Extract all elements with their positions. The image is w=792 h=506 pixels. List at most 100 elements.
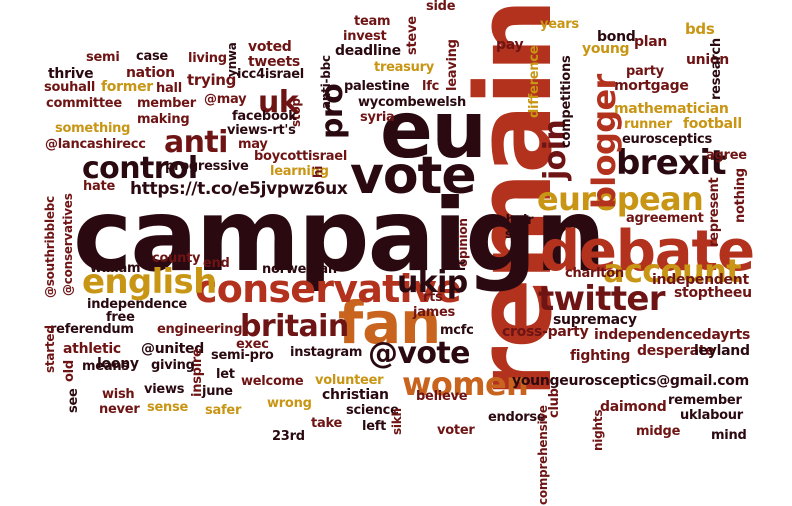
word-145: comprehensive — [536, 405, 550, 505]
word-46: treasury — [374, 60, 435, 75]
word-146: nights — [591, 410, 605, 452]
word-68: views-rt's — [227, 123, 296, 138]
word-99: rts — [423, 290, 443, 305]
word-139: remember — [668, 393, 742, 408]
word-35: leaving — [445, 39, 460, 91]
word-130: never — [99, 402, 140, 417]
word-51: souhall — [44, 80, 96, 95]
word-23: youngeurosceptics@gmail.com — [512, 373, 749, 389]
word-143: sikh — [390, 408, 404, 435]
word-76: boycottisrael — [254, 149, 348, 164]
word-59: @may — [204, 92, 247, 107]
word-111: @united — [141, 341, 204, 357]
word-84: nothing — [733, 168, 748, 223]
word-91: end — [203, 256, 230, 271]
word-134: science — [346, 403, 399, 418]
word-117: old — [62, 360, 77, 382]
word-52: hall — [156, 81, 182, 96]
word-102: supremacy — [553, 312, 637, 328]
word-17: blogger — [585, 74, 623, 209]
word-54: palestine — [344, 79, 410, 94]
word-48: party — [626, 64, 664, 79]
word-135: believe — [416, 389, 468, 404]
word-61: member — [137, 96, 196, 111]
word-77: agree — [706, 148, 747, 163]
word-75: may — [238, 137, 268, 152]
word-105: exec — [236, 337, 269, 352]
word-4: vote — [350, 146, 477, 206]
word-133: wrong — [267, 396, 312, 411]
word-34: steve — [405, 16, 420, 55]
word-15: @vote — [368, 336, 470, 371]
word-8: european — [537, 180, 704, 218]
word-79: learning — [270, 164, 329, 179]
word-70: runner — [624, 117, 672, 132]
word-55: lfc — [422, 79, 440, 94]
word-22: https://t.co/e5jvpwz6ux — [130, 179, 348, 199]
word-115: desperate — [637, 343, 715, 359]
word-2: eu — [380, 86, 487, 176]
word-128: views — [144, 382, 185, 397]
word-107: cross-party — [502, 324, 589, 340]
word-27: years — [540, 17, 579, 32]
word-11: britain — [240, 309, 349, 344]
word-41: voted — [248, 39, 292, 55]
word-56: difference — [527, 46, 542, 119]
word-131: sense — [147, 400, 189, 415]
word-81: hi — [311, 166, 325, 179]
word-57: mortgage — [614, 78, 689, 94]
word-140: take — [311, 416, 343, 431]
word-141: 23rd — [272, 429, 305, 444]
word-83: sw — [505, 227, 523, 241]
word-14: anti — [164, 125, 228, 160]
word-5: fan — [338, 289, 441, 357]
word-13: control — [82, 151, 198, 186]
word-123: welcome — [241, 374, 304, 389]
word-38: case — [136, 49, 168, 64]
word-92: rt — [454, 260, 468, 272]
word-45: icc4israel — [237, 67, 304, 82]
word-36: anti-bbc — [319, 55, 333, 109]
word-65: mathematician — [614, 101, 729, 117]
word-122: let — [216, 367, 235, 382]
word-12: women — [402, 365, 529, 403]
word-100: james — [413, 305, 456, 320]
word-89: @conservatives — [61, 193, 75, 296]
word-44: nation — [126, 65, 175, 81]
word-72: something — [55, 121, 131, 136]
word-1: campaign — [73, 177, 606, 294]
word-95: charlton — [565, 266, 624, 281]
word-148: uklabour — [680, 408, 743, 423]
word-20: uk — [258, 85, 299, 120]
word-85: represent — [707, 178, 722, 248]
word-142: left — [362, 419, 387, 434]
word-87: agreement — [626, 211, 704, 226]
word-104: engineering — [157, 322, 243, 337]
word-110: athletic — [63, 341, 121, 357]
word-144: voter — [437, 423, 475, 438]
word-126: see — [66, 388, 81, 413]
word-147: midge — [636, 424, 681, 439]
word-88: @southribblebc — [43, 196, 57, 299]
word-127: wish — [102, 387, 135, 402]
word-112: semi-pro — [211, 348, 274, 363]
word-53: trying — [187, 71, 237, 89]
word-18: ukip — [397, 265, 468, 300]
word-90: county — [152, 251, 201, 266]
word-7: english — [82, 262, 217, 302]
word-63: wycombe — [358, 95, 425, 110]
word-37: semi — [86, 50, 120, 65]
word-16: account — [603, 252, 742, 290]
word-42: tweets — [248, 54, 300, 70]
word-31: bds — [685, 20, 715, 38]
word-39: living — [188, 51, 227, 66]
word-66: making — [137, 112, 190, 127]
word-50: research — [709, 38, 724, 100]
word-82: chair — [498, 213, 534, 228]
word-6: conservative — [195, 267, 462, 311]
word-98: independence — [87, 297, 187, 312]
word-149: mind — [711, 428, 747, 443]
word-97: free — [106, 310, 135, 325]
word-10: twitter — [538, 279, 666, 319]
